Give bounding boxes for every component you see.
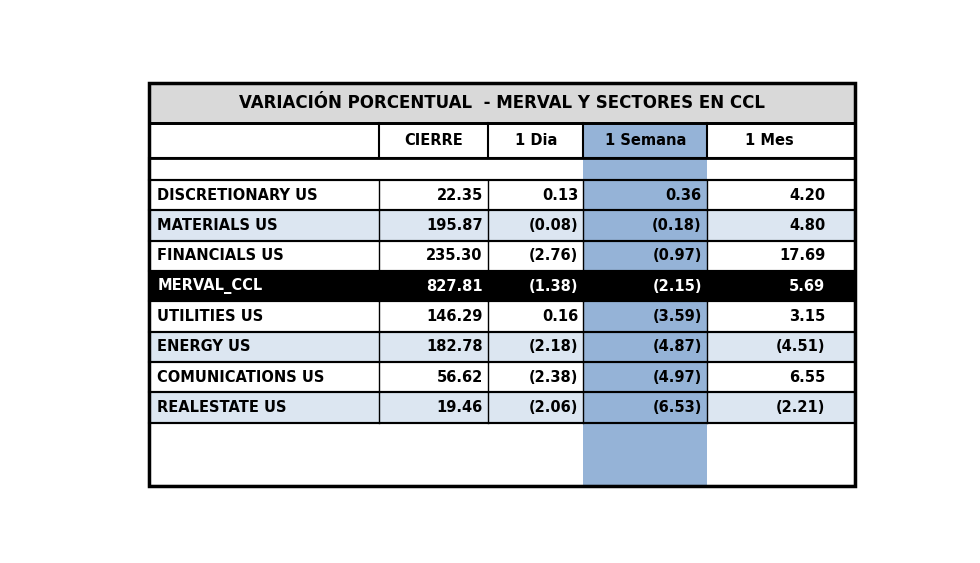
- Text: 4.20: 4.20: [789, 187, 825, 203]
- Bar: [149, 158, 856, 180]
- Bar: [583, 392, 708, 423]
- Text: 1 Mes: 1 Mes: [745, 133, 793, 148]
- Text: (0.08): (0.08): [528, 218, 578, 233]
- Text: (0.18): (0.18): [652, 218, 702, 233]
- Bar: [149, 423, 856, 486]
- Text: 1 Semana: 1 Semana: [605, 133, 686, 148]
- Bar: [149, 362, 856, 392]
- Text: 195.87: 195.87: [426, 218, 483, 233]
- Bar: [583, 301, 708, 332]
- Bar: [149, 240, 856, 271]
- Bar: [149, 240, 856, 271]
- Text: (4.51): (4.51): [776, 339, 825, 354]
- Text: (3.59): (3.59): [653, 309, 702, 324]
- Text: (4.87): (4.87): [653, 339, 702, 354]
- Bar: [149, 83, 856, 123]
- Text: 17.69: 17.69: [779, 248, 825, 263]
- Bar: [583, 362, 708, 392]
- Bar: [149, 123, 856, 158]
- Bar: [149, 83, 856, 123]
- Text: COMUNICATIONS US: COMUNICATIONS US: [158, 369, 324, 385]
- Text: 19.46: 19.46: [436, 400, 483, 415]
- Text: 5.69: 5.69: [789, 279, 825, 293]
- Bar: [583, 123, 708, 158]
- Text: UTILITIES US: UTILITIES US: [158, 309, 264, 324]
- Bar: [149, 301, 856, 332]
- Bar: [149, 123, 856, 158]
- Bar: [149, 301, 856, 332]
- Text: 146.29: 146.29: [426, 309, 483, 324]
- Text: REALESTATE US: REALESTATE US: [158, 400, 287, 415]
- Bar: [149, 362, 856, 392]
- Bar: [149, 332, 856, 362]
- Text: (1.38): (1.38): [528, 279, 578, 293]
- Bar: [149, 210, 856, 240]
- Bar: [149, 271, 856, 301]
- Text: MATERIALS US: MATERIALS US: [158, 218, 278, 233]
- Text: 6.55: 6.55: [789, 369, 825, 385]
- Text: 3.15: 3.15: [789, 309, 825, 324]
- Bar: [583, 332, 708, 362]
- Text: 0.36: 0.36: [665, 187, 702, 203]
- Bar: [583, 210, 708, 240]
- Bar: [149, 392, 856, 423]
- Text: 235.30: 235.30: [426, 248, 483, 263]
- Bar: [149, 180, 856, 210]
- Text: (2.38): (2.38): [529, 369, 578, 385]
- Bar: [583, 158, 708, 180]
- Bar: [149, 423, 856, 486]
- Text: (0.97): (0.97): [653, 248, 702, 263]
- Text: 1 Dia: 1 Dia: [514, 133, 557, 148]
- Text: (2.76): (2.76): [529, 248, 578, 263]
- Text: 4.80: 4.80: [789, 218, 825, 233]
- Text: 0.13: 0.13: [542, 187, 578, 203]
- Text: (2.06): (2.06): [529, 400, 578, 415]
- Bar: [583, 240, 708, 271]
- Bar: [149, 210, 856, 240]
- Text: DISCRETIONARY US: DISCRETIONARY US: [158, 187, 318, 203]
- Text: CIERRE: CIERRE: [404, 133, 463, 148]
- Bar: [149, 392, 856, 423]
- Bar: [149, 158, 856, 180]
- Text: ENERGY US: ENERGY US: [158, 339, 251, 354]
- Bar: [583, 180, 708, 210]
- Text: 182.78: 182.78: [426, 339, 483, 354]
- Text: 827.81: 827.81: [426, 279, 483, 293]
- Text: FINANCIALS US: FINANCIALS US: [158, 248, 284, 263]
- Bar: [149, 332, 856, 362]
- Text: (6.53): (6.53): [653, 400, 702, 415]
- Text: 0.16: 0.16: [542, 309, 578, 324]
- Text: MERVAL_CCL: MERVAL_CCL: [158, 278, 263, 294]
- Bar: [583, 423, 708, 486]
- Text: (2.21): (2.21): [776, 400, 825, 415]
- Text: (2.15): (2.15): [653, 279, 702, 293]
- Text: (2.18): (2.18): [528, 339, 578, 354]
- Bar: [149, 180, 856, 210]
- Text: 56.62: 56.62: [436, 369, 483, 385]
- Text: (4.97): (4.97): [653, 369, 702, 385]
- Text: VARIACIÓN PORCENTUAL  - MERVAL Y SECTORES EN CCL: VARIACIÓN PORCENTUAL - MERVAL Y SECTORES…: [239, 93, 765, 111]
- Bar: [149, 271, 856, 301]
- Text: 22.35: 22.35: [436, 187, 483, 203]
